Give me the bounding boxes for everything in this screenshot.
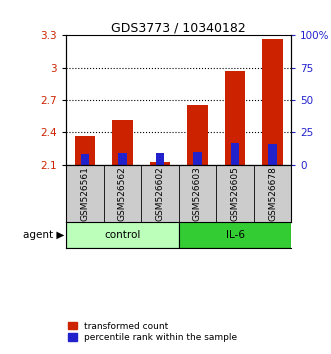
Bar: [262, 39, 283, 165]
Bar: [75, 136, 95, 165]
Legend: transformed count, percentile rank within the sample: transformed count, percentile rank withi…: [64, 318, 241, 346]
Bar: [66, 222, 179, 248]
Text: GSM526602: GSM526602: [156, 166, 165, 221]
Text: GSM526603: GSM526603: [193, 166, 202, 221]
Text: GSM526562: GSM526562: [118, 166, 127, 221]
Bar: [231, 143, 239, 165]
Text: GSM526561: GSM526561: [80, 166, 89, 221]
Bar: [179, 222, 291, 248]
Bar: [150, 162, 170, 165]
Text: GSM526605: GSM526605: [230, 166, 240, 221]
Bar: [268, 144, 277, 165]
Bar: [81, 154, 89, 165]
Text: control: control: [104, 230, 141, 240]
Text: agent ▶: agent ▶: [23, 230, 64, 240]
Text: IL-6: IL-6: [225, 230, 245, 240]
Bar: [112, 120, 133, 165]
Bar: [118, 153, 126, 165]
Title: GDS3773 / 10340182: GDS3773 / 10340182: [111, 21, 246, 34]
Bar: [156, 153, 164, 165]
Bar: [225, 71, 245, 165]
Text: GSM526678: GSM526678: [268, 166, 277, 221]
Bar: [193, 152, 202, 165]
Bar: [187, 105, 208, 165]
